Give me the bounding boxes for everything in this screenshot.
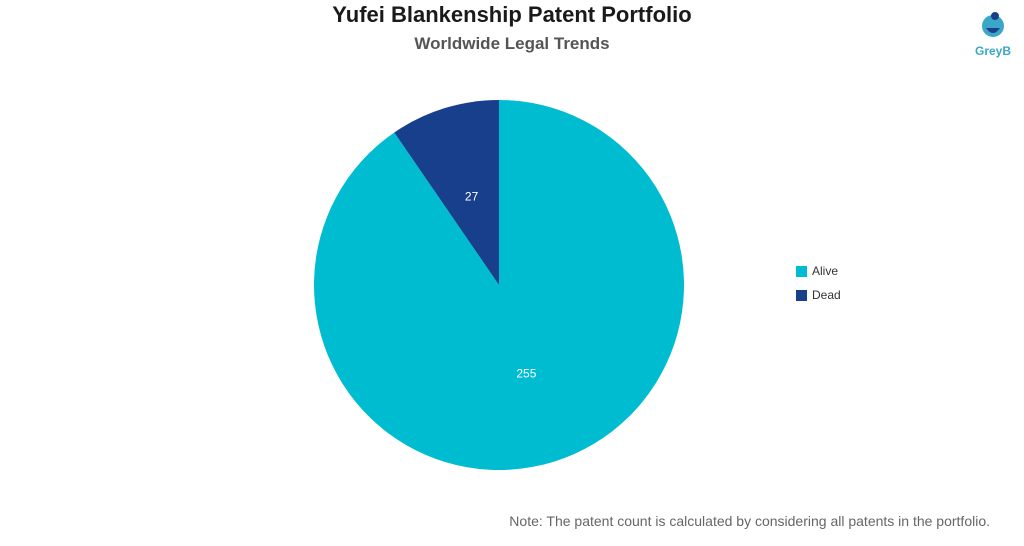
chart-subtitle: Worldwide Legal Trends — [414, 34, 610, 53]
greyb-logo-text: GreyB — [974, 44, 1012, 58]
data-label-alive: 255 — [516, 366, 536, 380]
footnote: Note: The patent count is calculated by … — [509, 513, 990, 529]
legend-swatch-alive — [796, 265, 807, 277]
pie-slice-dead — [394, 100, 499, 285]
chart-title: Yufei Blankenship Patent Portfolio — [332, 2, 692, 27]
legend-item-dead: Dead — [796, 288, 841, 302]
legend-swatch-dead — [796, 289, 807, 301]
legend-label-alive: Alive — [812, 264, 839, 278]
greyb-logo: GreyB — [968, 8, 1018, 64]
legend-item-alive: Alive — [796, 264, 841, 278]
chart-legend: Alive Dead — [796, 264, 841, 312]
data-label-dead: 27 — [465, 190, 479, 204]
greyb-logo-icon — [982, 12, 1004, 37]
legend-label-dead: Dead — [812, 288, 841, 302]
